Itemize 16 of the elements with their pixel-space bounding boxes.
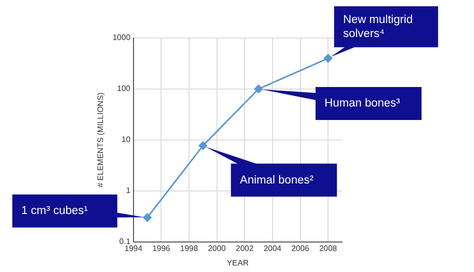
x-tick-label: 2002 [236,244,254,253]
y-tick-label: 1000 [112,33,131,42]
y-tick-label: 1 [126,186,131,196]
x-tick-label: 2000 [208,244,226,253]
y-tick-label: 0.1 [119,237,131,246]
x-axis-title: YEAR [226,258,249,268]
x-tick-label: 1998 [180,244,198,253]
x-tick-label: 1994 [124,244,143,253]
x-tick-label: 2008 [319,244,338,253]
x-tick-label: 2006 [291,244,310,253]
x-tick-label: 2004 [264,244,282,253]
x-tick-label: 1996 [152,244,171,253]
y-tick-label: 100 [117,84,131,94]
annotation: New multigrid solvers⁴ [343,14,413,40]
y-axis-title: # ELEMENTS (MILLIONS) [96,92,106,188]
y-tick-label: 10 [121,135,131,144]
